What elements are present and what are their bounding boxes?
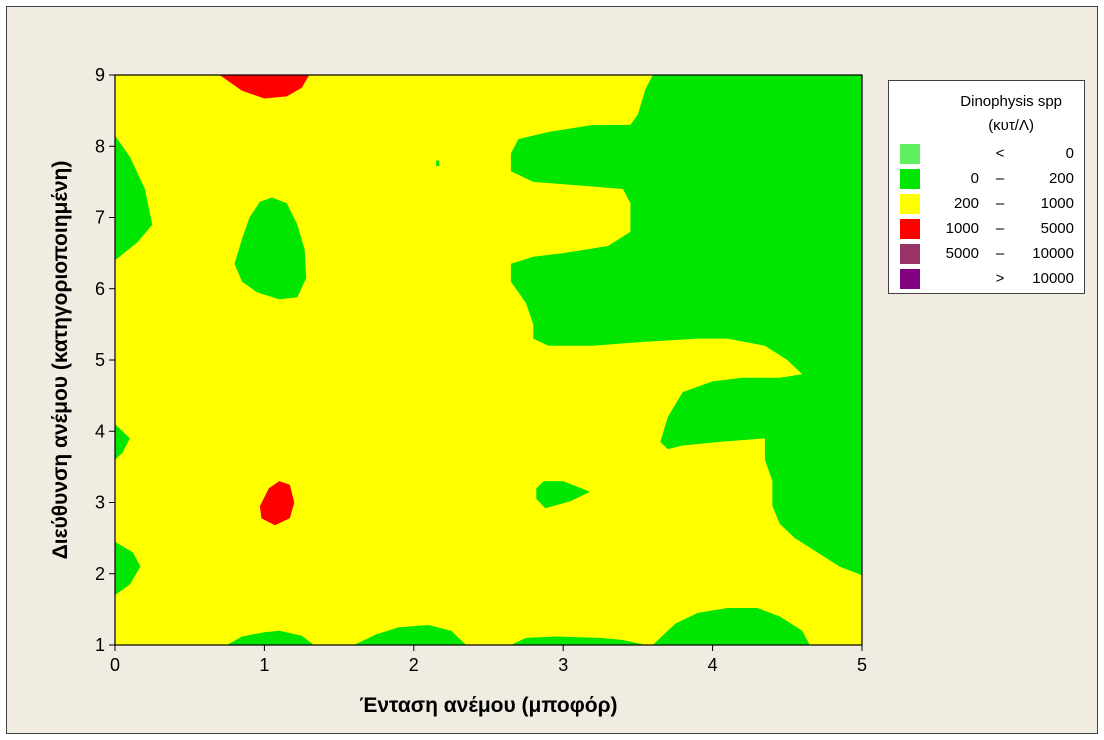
x-tick-label: 0 — [110, 655, 120, 675]
contour-regions — [115, 75, 862, 645]
contour-region-1 — [115, 135, 153, 261]
legend-item: 1000– 5000 — [889, 218, 1084, 240]
y-tick-label: 8 — [95, 136, 105, 156]
y-tick-label: 5 — [95, 350, 105, 370]
legend-swatch — [900, 144, 920, 164]
legend-range-separator: > — [995, 270, 1005, 287]
y-axis-title: Διεύθυνση ανέμου (κατηγοριοποιημένη) — [49, 161, 72, 560]
legend-range-separator: – — [995, 245, 1005, 262]
x-tick-label: 2 — [409, 655, 419, 675]
y-tick-label: 6 — [95, 279, 105, 299]
contour-region-11 — [436, 160, 440, 167]
legend-title: Dinophysis spp — [960, 93, 1062, 110]
legend-item: <0 — [889, 143, 1084, 165]
legend-range-low: 200 — [953, 195, 979, 212]
legend-range-low: 5000 — [945, 245, 979, 262]
legend-range-low: 1000 — [945, 220, 979, 237]
legend-range-low: 0 — [970, 170, 979, 187]
x-tick-label: 5 — [857, 655, 867, 675]
legend-range-high: 0 — [1065, 145, 1074, 162]
legend-range-high: 200 — [1048, 170, 1074, 187]
contour-region-6 — [227, 630, 314, 645]
legend-range-high: 10000 — [1032, 245, 1074, 262]
y-tick-label: 1 — [95, 635, 105, 655]
legend-range-high: 10000 — [1032, 270, 1074, 287]
legend-range-separator: – — [995, 195, 1005, 212]
y-tick-label: 9 — [95, 65, 105, 85]
legend-swatch — [900, 219, 920, 239]
contour-region-13 — [259, 481, 295, 526]
contour-region-3 — [115, 424, 130, 460]
legend-range-separator: < — [995, 145, 1005, 162]
x-tick-label: 4 — [708, 655, 718, 675]
y-tick-label: 4 — [95, 421, 105, 441]
y-tick-label: 7 — [95, 208, 105, 228]
legend: Dinophysis spp (κυτ/Λ) <0 0–200 200–1000 10… — [888, 80, 1085, 294]
contour-region-8 — [510, 636, 646, 645]
contour-region-12 — [219, 75, 310, 99]
x-tick-label: 3 — [558, 655, 568, 675]
contour-region-10 — [835, 399, 845, 409]
legend-range-high: 5000 — [1040, 220, 1074, 237]
y-tick-label: 2 — [95, 564, 105, 584]
legend-swatch — [900, 169, 920, 189]
x-tick-label: 1 — [259, 655, 269, 675]
legend-swatch — [900, 194, 920, 214]
contour-region-9 — [652, 608, 810, 645]
contour-region-2 — [234, 197, 307, 300]
y-tick-label: 3 — [95, 493, 105, 513]
legend-range-separator: – — [995, 170, 1005, 187]
legend-item: >10000 — [889, 268, 1084, 290]
contour-region-4 — [115, 541, 141, 596]
legend-item: 0– 200 — [889, 168, 1084, 190]
contour-region-5 — [536, 481, 591, 509]
legend-item: 5000– 10000 — [889, 243, 1084, 265]
legend-unit: (κυτ/Λ) — [988, 117, 1034, 134]
legend-swatch — [900, 269, 920, 289]
contour-region-7 — [354, 625, 467, 645]
legend-range-high: 1000 — [1040, 195, 1074, 212]
legend-item: 200– 1000 — [889, 193, 1084, 215]
x-axis-title: Ένταση ανέμου (μποφόρ) — [359, 694, 617, 717]
contour-region-0 — [510, 75, 862, 576]
legend-range-separator: – — [995, 220, 1005, 237]
legend-swatch — [900, 244, 920, 264]
